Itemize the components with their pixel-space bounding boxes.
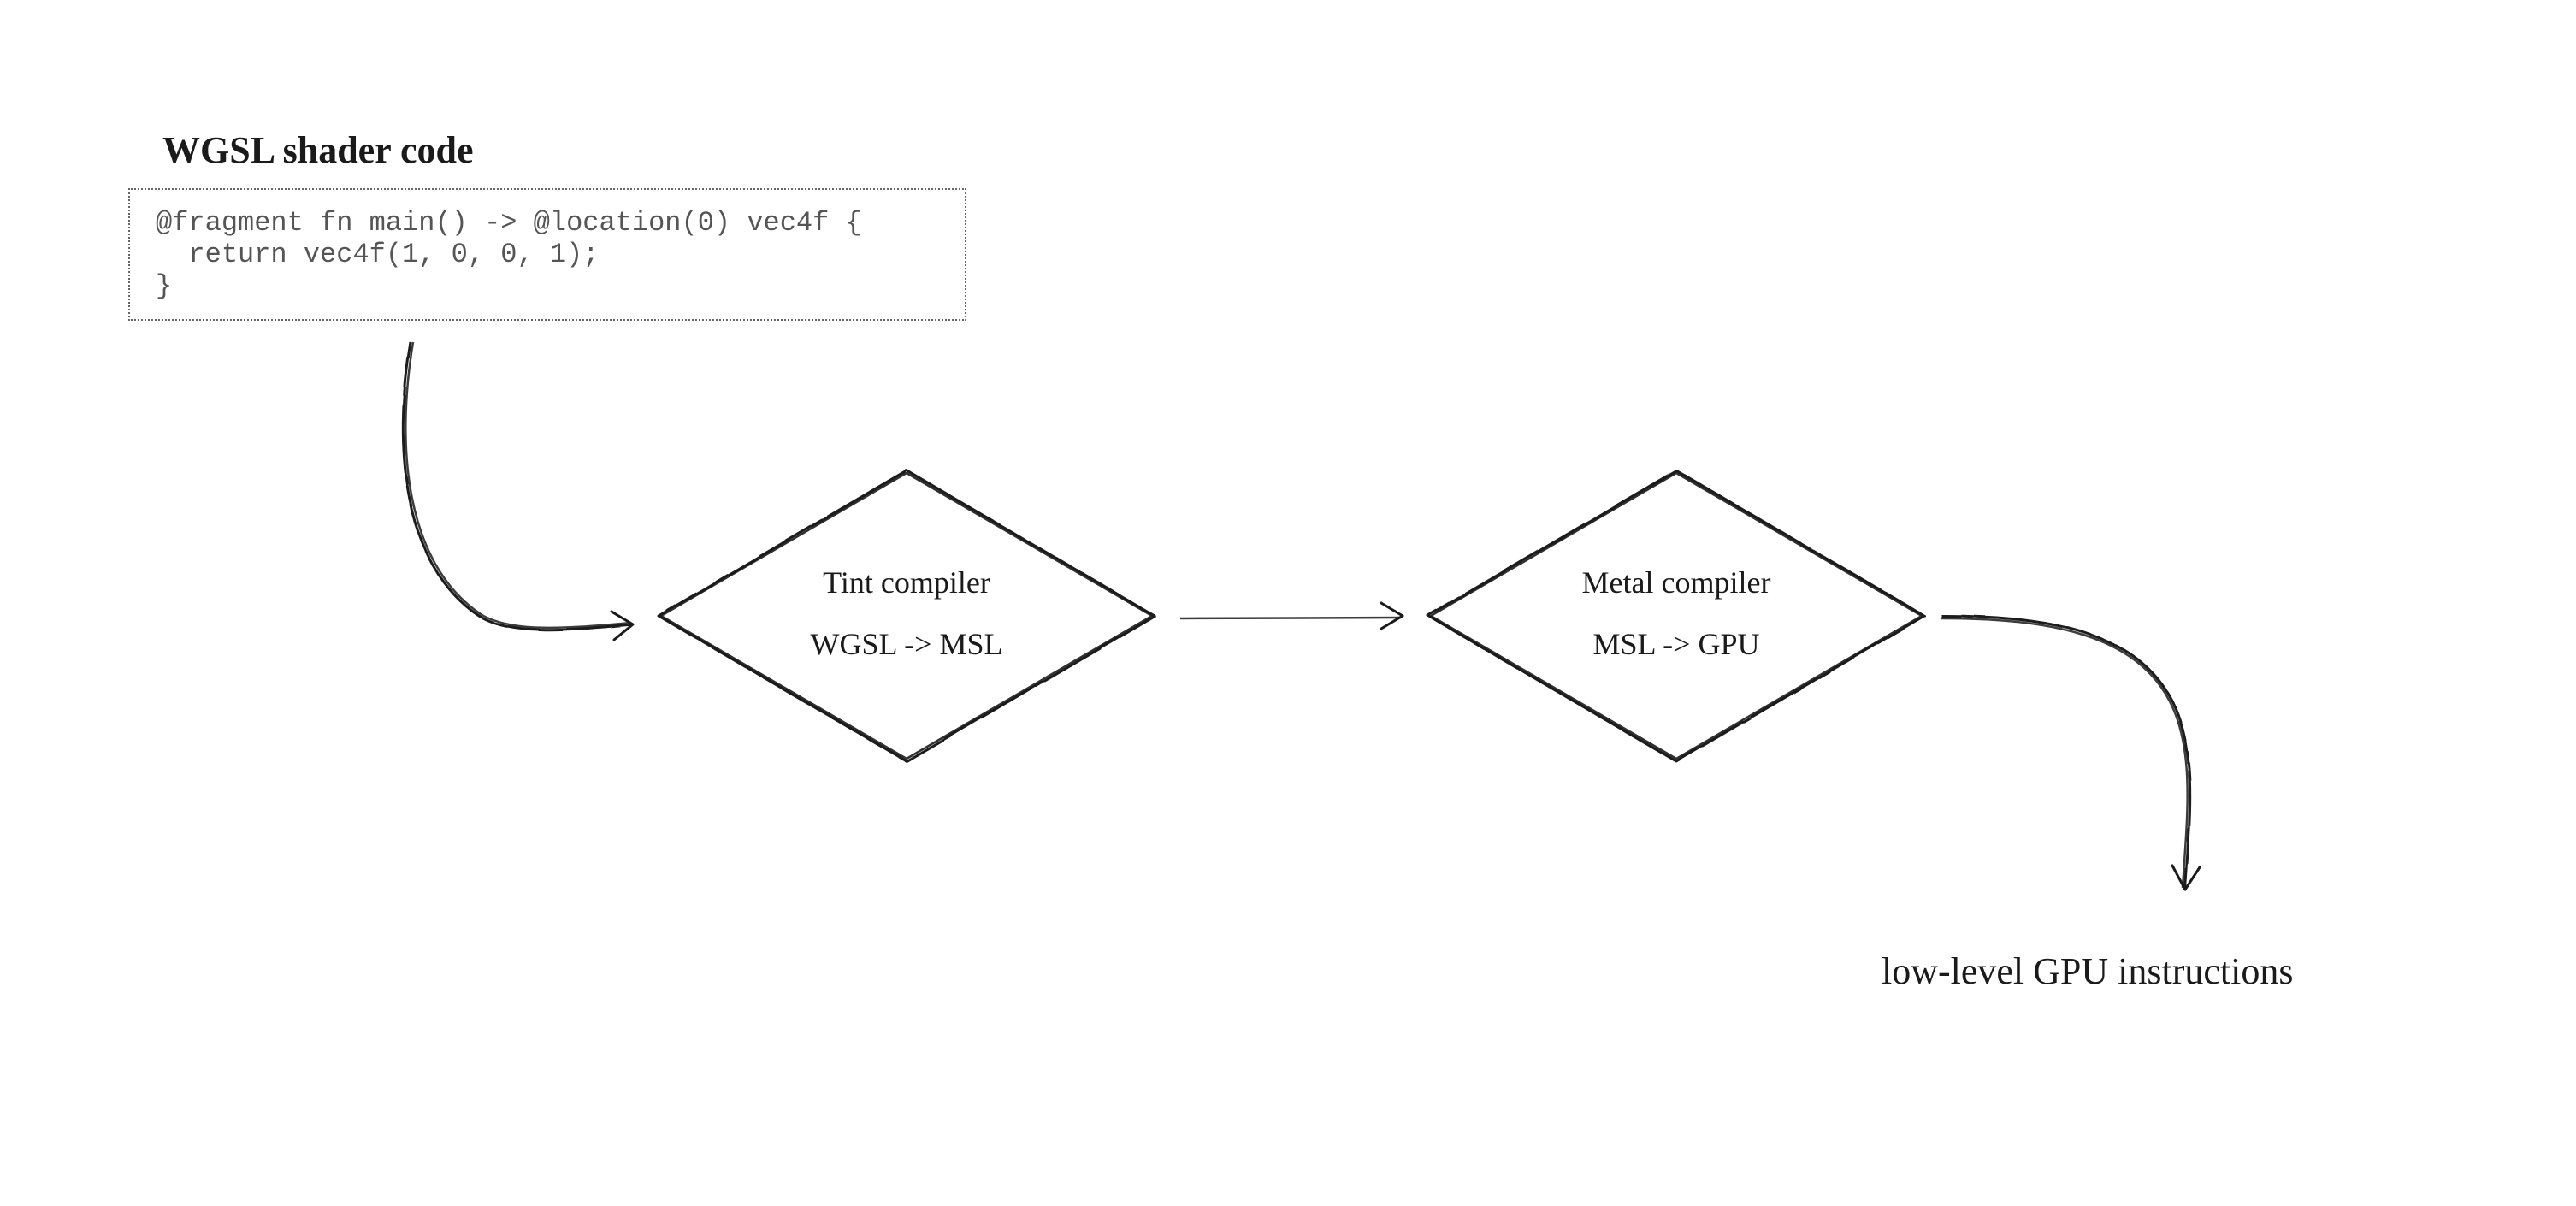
wgsl-title: WGSL shader code: [162, 128, 473, 172]
flowchart-canvas: [0, 0, 2576, 1206]
metal-line1: Metal compiler: [1548, 565, 1805, 600]
edge-tint-to-metal: [1180, 603, 1403, 629]
metal-line2: MSL -> GPU: [1593, 627, 1760, 661]
tint-line2: WGSL -> MSL: [811, 627, 1003, 661]
edge-code-to-tint: [403, 342, 633, 640]
edge-metal-to-output: [1941, 616, 2200, 890]
tint-line1: Tint compiler: [778, 565, 1035, 600]
gpu-instructions-label: low-level GPU instructions: [1882, 949, 2294, 993]
tint-compiler-label: Tint compiler WGSL -> MSL: [778, 565, 1035, 662]
wgsl-code-block: @fragment fn main() -> @location(0) vec4…: [128, 188, 966, 321]
metal-compiler-label: Metal compiler MSL -> GPU: [1548, 565, 1805, 662]
